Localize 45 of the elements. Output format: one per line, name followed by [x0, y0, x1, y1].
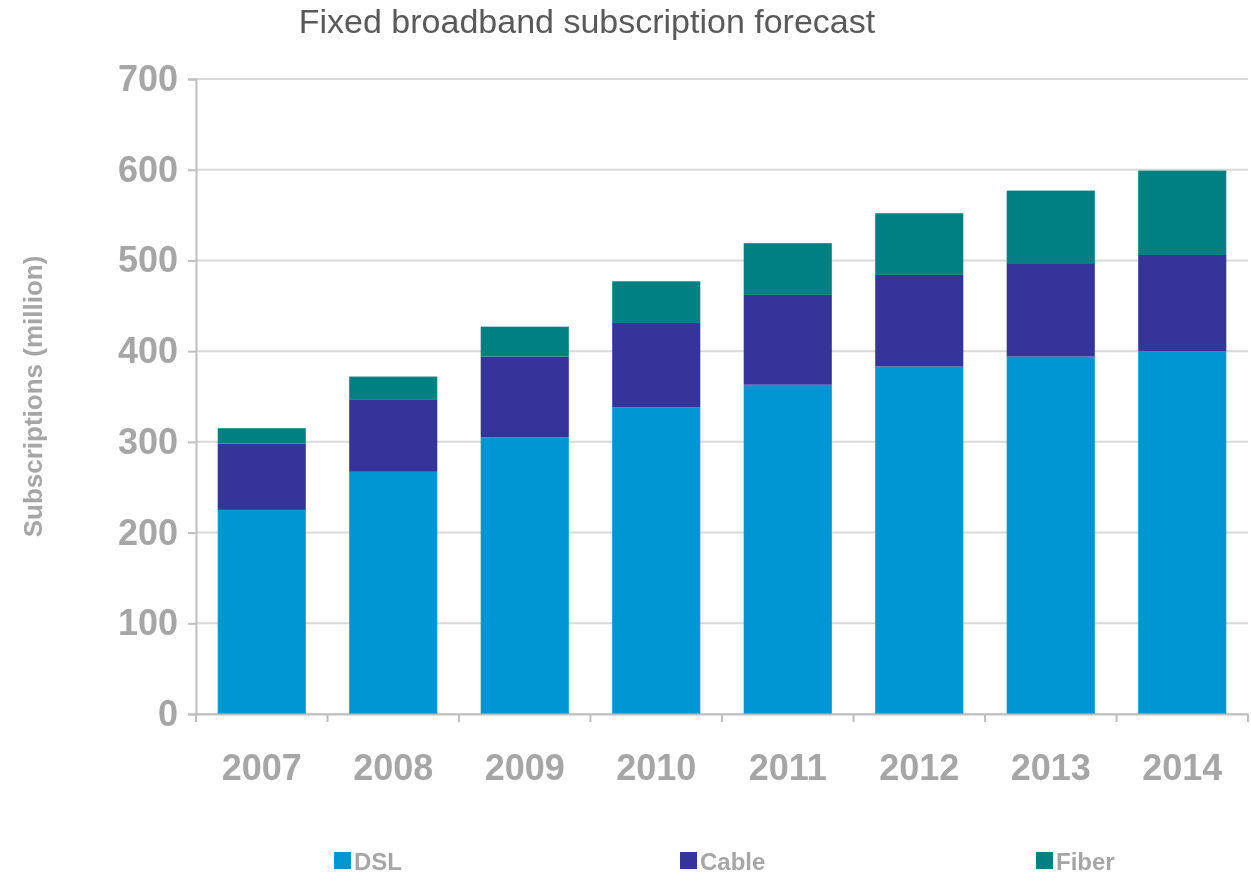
x-tick-label: 2010 — [616, 746, 697, 788]
bar — [743, 243, 832, 295]
y-tick-label: 200 — [117, 511, 178, 553]
chart-title: Fixed broadband subscription forecast — [298, 2, 876, 40]
bar — [349, 399, 438, 472]
bar — [349, 471, 438, 714]
bar — [217, 509, 306, 714]
y-tick-label: 400 — [117, 330, 178, 372]
bar — [217, 443, 306, 510]
bar — [1006, 356, 1095, 714]
y-tick-label: 700 — [117, 58, 178, 100]
bar — [1138, 170, 1227, 255]
y-tick-label: 300 — [117, 420, 178, 462]
bar — [612, 407, 701, 714]
bar — [480, 326, 569, 357]
bar — [743, 294, 832, 385]
x-tick-label: 2011 — [748, 746, 827, 788]
bar — [612, 323, 701, 408]
bar — [875, 366, 964, 714]
x-tick-label: 2013 — [1010, 746, 1091, 788]
x-tick-label: 2009 — [484, 746, 565, 788]
bar — [743, 384, 832, 714]
legend-label: DSL — [354, 848, 402, 875]
bar — [480, 437, 569, 714]
bar — [612, 281, 701, 324]
bar — [875, 274, 964, 367]
bar — [217, 428, 306, 444]
legend-label: Fiber — [1056, 848, 1115, 875]
y-tick-label: 600 — [117, 148, 178, 190]
bar — [1006, 263, 1095, 357]
y-axis-title: Subscriptions (million) — [18, 255, 48, 538]
x-tick-label: 2007 — [221, 746, 302, 788]
y-tick-label: 500 — [117, 239, 178, 281]
x-tick-label: 2008 — [353, 746, 434, 788]
y-tick-label: 100 — [117, 602, 178, 644]
x-tick-label: 2012 — [879, 746, 960, 788]
y-tick-label: 0 — [157, 693, 178, 735]
bar — [1138, 254, 1227, 352]
bar — [480, 356, 569, 438]
bar — [1138, 351, 1227, 714]
bar — [875, 213, 964, 275]
bar — [349, 376, 438, 400]
bar — [1006, 190, 1095, 264]
legend-label: Cable — [700, 848, 766, 875]
x-tick-label: 2014 — [1142, 746, 1223, 788]
